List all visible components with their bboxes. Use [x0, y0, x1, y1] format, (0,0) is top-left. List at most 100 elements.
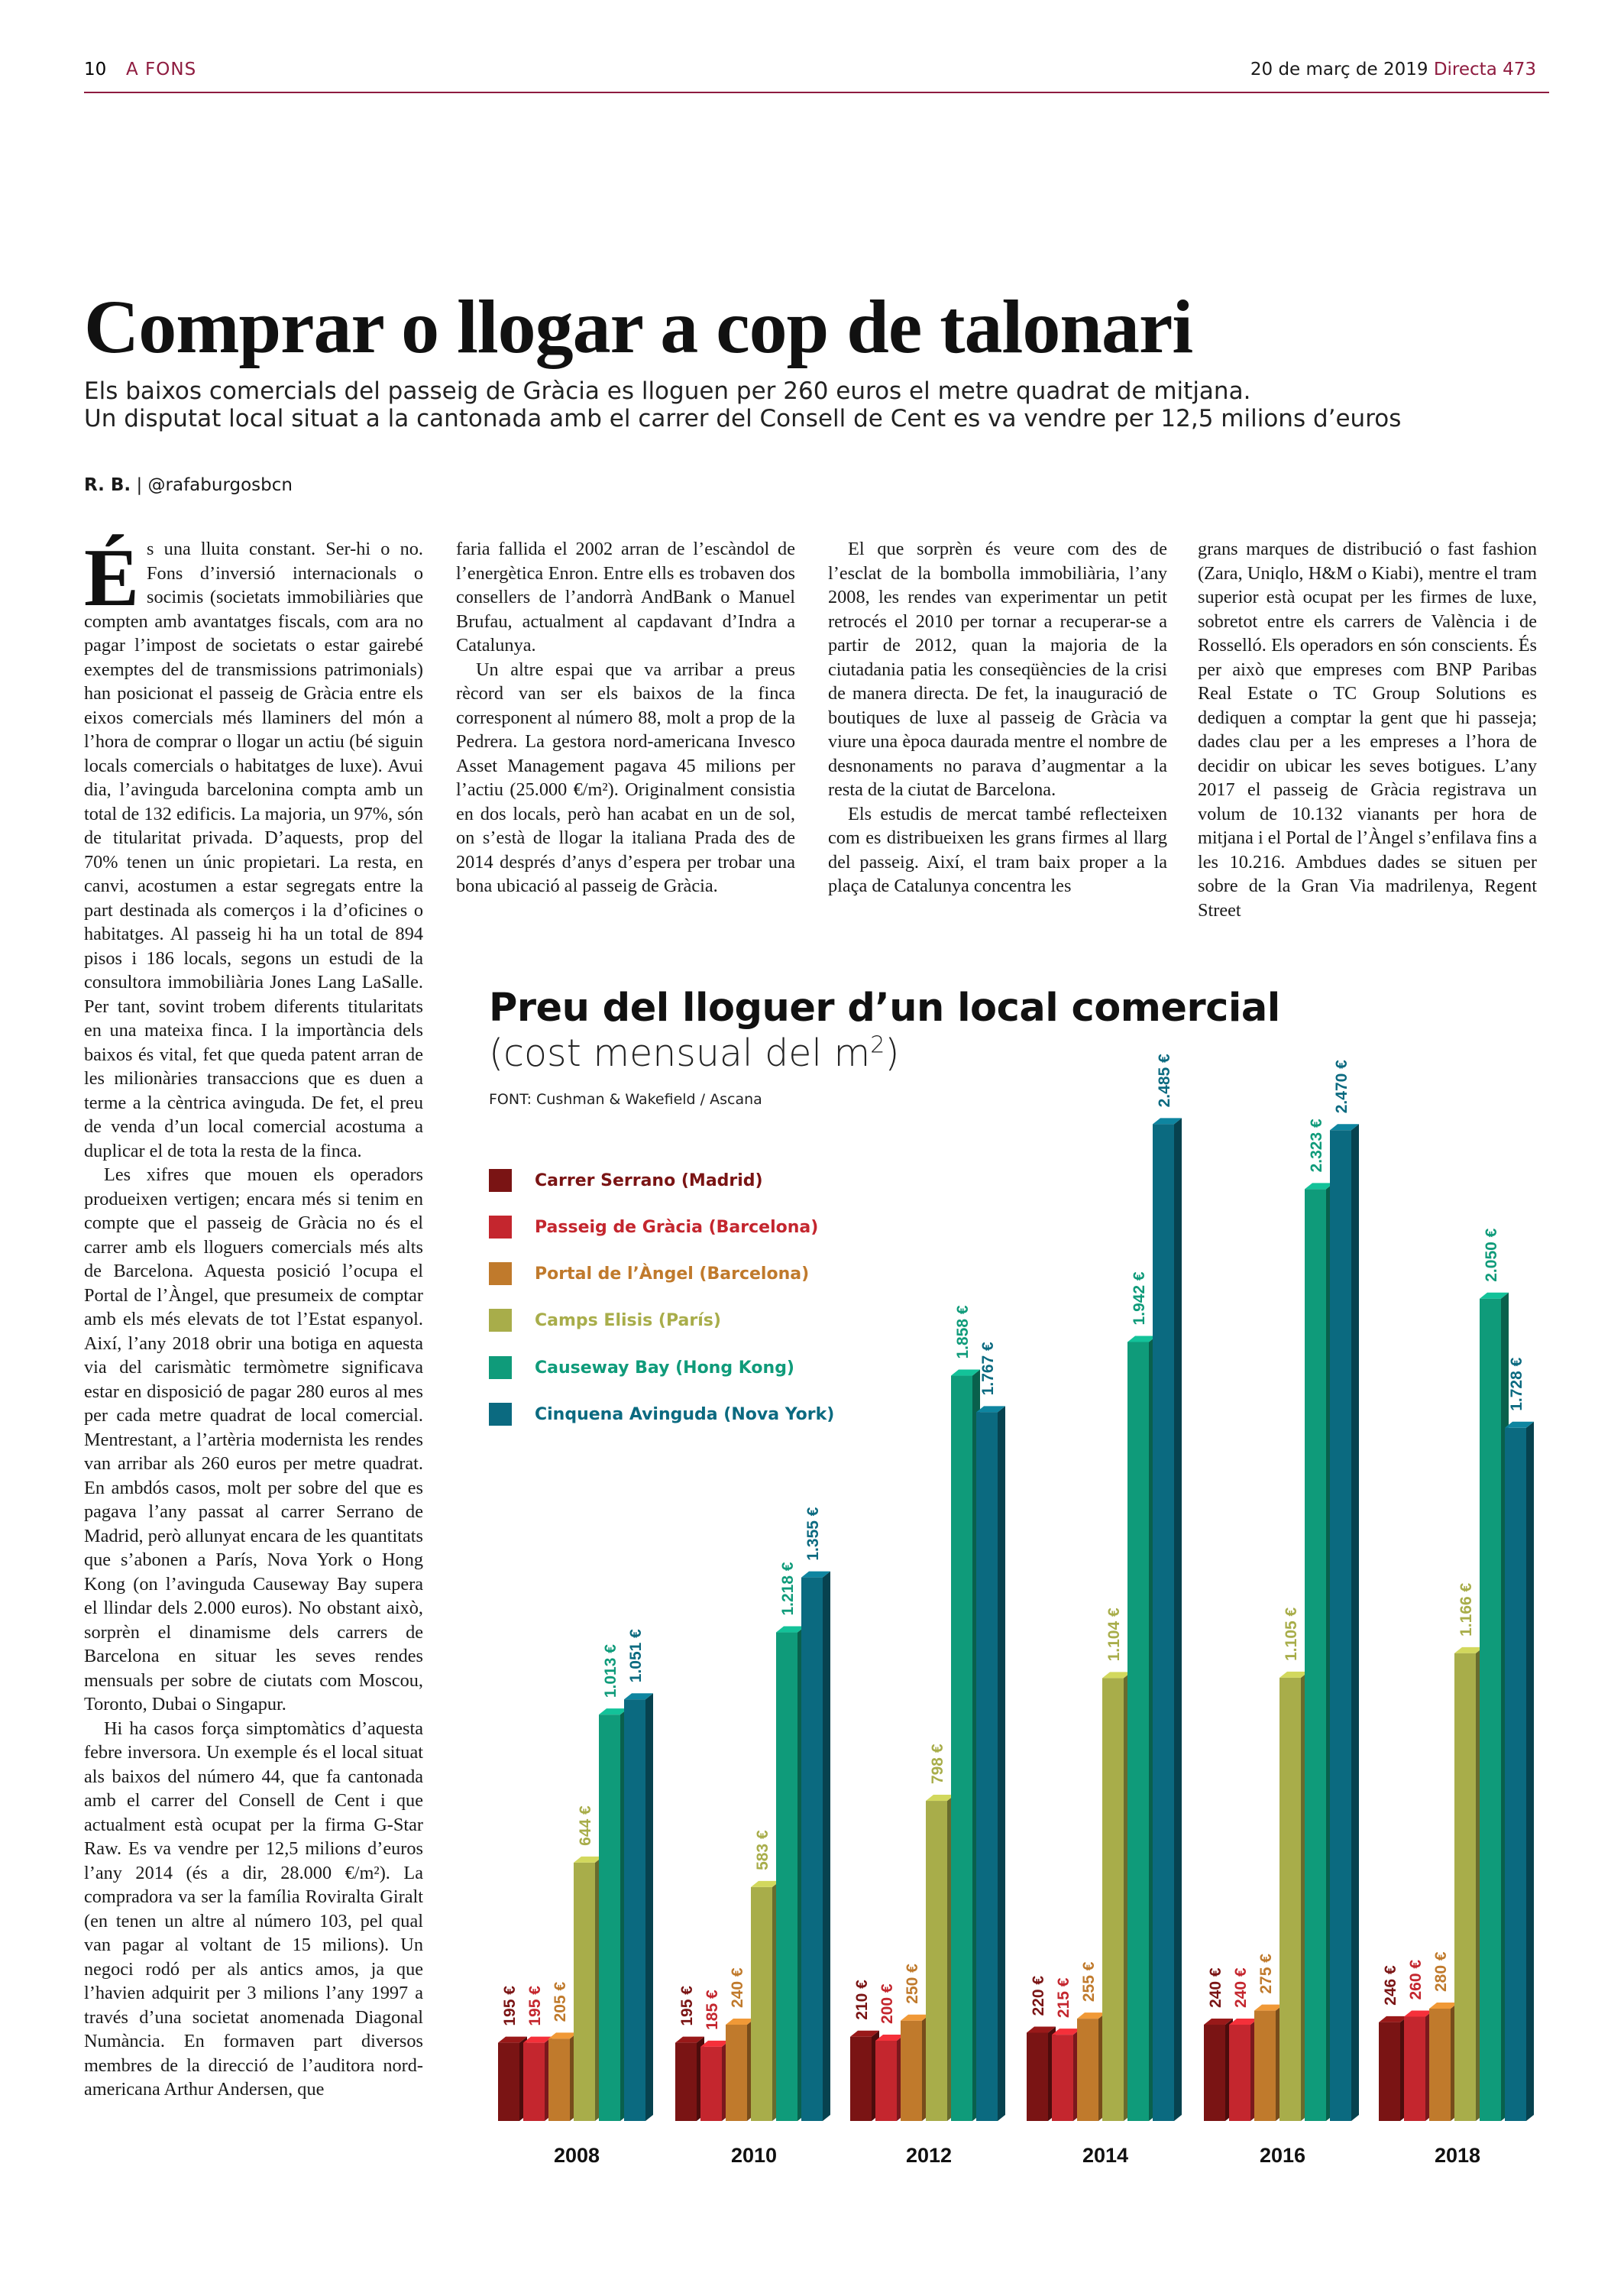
bar-side [998, 1406, 1005, 2121]
chart-subtitle: (cost mensual del m2) [489, 1031, 900, 1075]
legend-swatch [489, 1356, 512, 1379]
bar [1330, 1130, 1351, 2121]
bar [498, 2042, 519, 2121]
bar [1102, 1678, 1124, 2121]
bar-value-label: 275 € [1257, 1954, 1275, 1994]
bar-value-label: 255 € [1080, 1961, 1098, 2002]
bar-value-label: 1.767 € [979, 1342, 997, 1395]
bar-value-label: 1.104 € [1105, 1608, 1123, 1661]
bar-value-label: 2.470 € [1333, 1060, 1351, 1113]
bar [926, 1801, 947, 2121]
bar [1027, 2032, 1048, 2121]
issue-date-line: 20 de març de 2019 Directa 473 [1250, 60, 1536, 79]
legend-swatch [489, 1309, 512, 1332]
bar [1153, 1124, 1174, 2121]
category-label: 2012 [906, 2144, 952, 2167]
bar [726, 2025, 747, 2121]
issue-number: Directa 473 [1433, 60, 1536, 79]
bar-top [1429, 2003, 1458, 2009]
bar-value-label: 210 € [853, 1980, 871, 2020]
bar-top [1027, 2026, 1056, 2033]
bar-value-label: 240 € [1207, 1967, 1224, 2008]
bar [1454, 1653, 1476, 2121]
bar-side [645, 1693, 653, 2121]
category-label: 2010 [731, 2144, 777, 2167]
bar-value-label: 240 € [729, 1967, 746, 2008]
legend-item: Passeig de Gràcia (Barcelona) [489, 1216, 818, 1239]
legend-label: Cinquena Avinguda (Nova York) [535, 1404, 835, 1424]
section-name: A FONS [126, 60, 197, 79]
legend-item: Carrer Serrano (Madrid) [489, 1169, 763, 1192]
bar-top [976, 1406, 1005, 1413]
bar-value-label: 2.323 € [1308, 1119, 1325, 1172]
bar-top [548, 2032, 577, 2039]
drop-cap: É [84, 533, 140, 623]
bar [951, 1375, 972, 2121]
bar-value-label: 1.942 € [1131, 1271, 1148, 1325]
page-number: 10 [84, 60, 107, 79]
bar [1127, 1342, 1149, 2121]
legend-label: Portal de l’Àngel (Barcelona) [535, 1264, 810, 1284]
bar-top [1102, 1672, 1131, 1679]
bar [1052, 2035, 1073, 2121]
bar-top [901, 2014, 930, 2021]
article-paragraph: Les xifres que mouen els operadors produ… [84, 1164, 423, 1714]
bar [1204, 2025, 1225, 2121]
bar [1429, 2009, 1451, 2121]
bar [850, 2036, 872, 2121]
bar [1379, 2022, 1400, 2121]
bar [1505, 1427, 1526, 2121]
article-paragraph: grans marques de distribució o fast fash… [1198, 539, 1537, 921]
bar-top [1404, 2010, 1433, 2017]
bar-value-label: 1.013 € [602, 1644, 620, 1698]
byline: R. B. | @rafaburgosbcn [84, 475, 293, 495]
bar-top [726, 2019, 755, 2025]
bar-top [926, 1795, 955, 1802]
bar-value-label: 1.858 € [954, 1305, 972, 1358]
category-label: 2018 [1435, 2144, 1480, 2167]
bar-top [1454, 1647, 1483, 1653]
bar-side [823, 1571, 830, 2121]
bar-value-label: 195 € [501, 1986, 519, 2026]
bar-value-label: 195 € [678, 1986, 696, 2026]
bar-top [1379, 2016, 1408, 2022]
bar-top [1279, 1671, 1309, 1678]
bar-side [1526, 1421, 1534, 2121]
bar-top [951, 1369, 980, 1376]
bar-value-label: 215 € [1055, 1977, 1072, 2018]
bar [624, 1699, 645, 2121]
bar [599, 1714, 620, 2121]
headline: Comprar o llogar a cop de talonari [84, 284, 1193, 369]
bar-value-label: 2.485 € [1156, 1054, 1173, 1107]
bar [901, 2020, 922, 2121]
bar-top [1153, 1118, 1182, 1125]
bar [523, 2042, 545, 2121]
bar-top [624, 1693, 653, 1700]
issue-date: 20 de març de 2019 [1250, 60, 1428, 79]
bar-value-label: 246 € [1382, 1965, 1399, 2006]
bar-top [1229, 2019, 1258, 2025]
subhead-line-2: Un disputat local situat a la cantonada … [84, 405, 1402, 432]
bar-top [1505, 1421, 1534, 1428]
bar [1305, 1189, 1326, 2121]
bar [1229, 2025, 1250, 2121]
legend-swatch [489, 1216, 512, 1239]
bar-top [1330, 1124, 1359, 1131]
bar-side [1351, 1124, 1359, 2121]
bar-top [675, 2036, 704, 2043]
bar-value-label: 1.218 € [779, 1562, 797, 1615]
legend-label: Passeig de Gràcia (Barcelona) [535, 1217, 819, 1237]
header-rule [84, 92, 1549, 93]
bar-top [751, 1880, 780, 1887]
chart-title: Preu del lloguer d’un local comercial [489, 986, 1280, 1031]
bar-value-label: 240 € [1232, 1967, 1250, 2008]
bar [1404, 2016, 1425, 2121]
legend-label: Carrer Serrano (Madrid) [535, 1171, 763, 1190]
bar-value-label: 280 € [1432, 1951, 1450, 1992]
bar-value-label: 260 € [1407, 1960, 1425, 2000]
bar-value-label: 185 € [704, 1990, 721, 2030]
bar-value-label: 1.166 € [1457, 1582, 1475, 1636]
